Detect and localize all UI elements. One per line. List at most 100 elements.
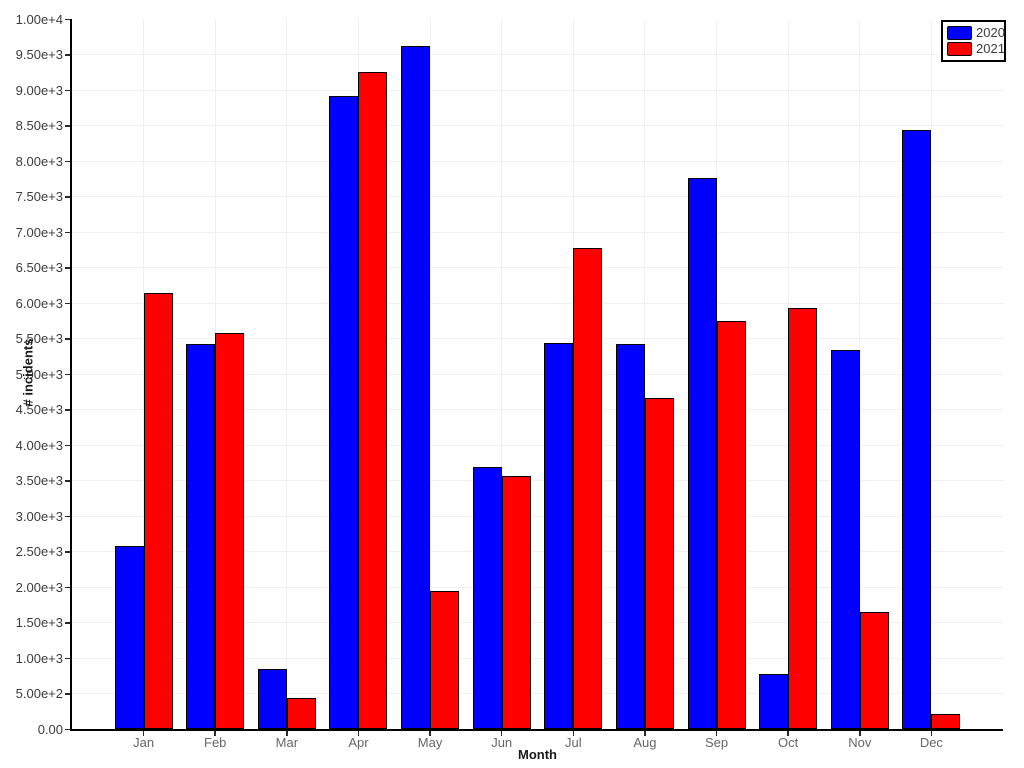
x-tick-label-jan: Jan (133, 735, 155, 750)
x-tick-mar (286, 731, 288, 736)
gridline-horizontal-2000 (72, 586, 1003, 588)
y-tick-label-500: 5.00e+2 (15, 686, 63, 701)
legend-swatch-2020 (947, 26, 972, 40)
y-tick-2500 (65, 551, 70, 553)
y-tick-10000 (65, 18, 70, 20)
bar-2021-may (430, 591, 460, 729)
y-tick-2000 (65, 586, 70, 588)
bar-2020-feb (186, 344, 216, 729)
gridline-horizontal-5000 (72, 373, 1003, 375)
x-tick-sep (715, 731, 718, 736)
x-tick-label-jul: Jul (564, 735, 582, 750)
x-tick-label-dec: Dec (919, 735, 943, 750)
bar-2020-oct (759, 674, 789, 729)
x-tick-may (429, 731, 431, 736)
bar-2020-jan (114, 545, 144, 729)
y-tick-label-4500: 4.50e+3 (15, 402, 63, 417)
x-tick-jan (142, 731, 145, 736)
x-tick-label-sep: Sep (704, 735, 729, 750)
y-tick-label-1500: 1.50e+3 (15, 615, 63, 630)
y-tick-label-9000: 9.00e+3 (15, 82, 63, 98)
x-tick-label-apr: Apr (348, 735, 369, 750)
y-tick-9000 (65, 89, 70, 91)
bar-2020-apr (329, 96, 359, 729)
y-tick-label-5000: 5.00e+3 (15, 366, 63, 382)
x-tick-oct (787, 731, 789, 736)
y-tick-9500 (65, 54, 70, 56)
y-tick-5500 (65, 338, 70, 340)
x-tick-jun (500, 731, 503, 736)
bar-2021-dec (931, 713, 961, 729)
y-tick-8000 (65, 160, 70, 162)
bar-2021-feb (215, 332, 245, 729)
gridline-horizontal-9500 (72, 54, 1003, 55)
bar-2021-mar (286, 698, 316, 729)
y-tick-label-7000: 7.00e+3 (15, 224, 63, 240)
y-tick-5000 (65, 373, 70, 375)
bar-2020-dec (902, 129, 932, 729)
gridline-horizontal-3500 (72, 480, 1003, 481)
bar-2020-jul (544, 342, 574, 729)
y-tick-4500 (65, 409, 70, 411)
x-tick-label-mar: Mar (275, 735, 299, 750)
y-tick-3500 (65, 480, 70, 482)
y-tick-label-8000: 8.00e+3 (15, 153, 63, 169)
x-tick-label-nov: Nov (848, 735, 872, 750)
gridline-horizontal-2500 (72, 551, 1003, 552)
gridline-horizontal-3000 (72, 515, 1003, 517)
bar-2020-may (401, 45, 431, 729)
y-tick-0 (65, 728, 70, 730)
x-axis-title: Month (518, 747, 557, 762)
y-tick-label-7500: 7.50e+3 (15, 189, 63, 204)
x-tick-nov (859, 731, 861, 736)
legend-item-2020: 2020 (947, 25, 1005, 41)
x-tick-apr (357, 731, 360, 736)
legend-swatch-2021 (947, 42, 972, 56)
gridline-horizontal-1000 (72, 657, 1003, 659)
bar-2021-sep (716, 320, 746, 729)
y-tick-label-6500: 6.50e+3 (15, 260, 63, 275)
y-tick-label-10000: 1.00e+4 (15, 11, 63, 27)
y-axis-title: # incidents (20, 338, 36, 407)
bar-2020-aug (615, 344, 645, 729)
gridline-horizontal-9000 (72, 89, 1003, 91)
x-tick-dec (930, 731, 933, 736)
bar-2021-aug (644, 398, 674, 729)
gridline-horizontal-7000 (72, 231, 1003, 233)
bar-2020-mar (257, 669, 287, 729)
x-tick-label-oct: Oct (778, 735, 799, 750)
bar-2021-jan (143, 293, 173, 729)
x-tick-jul (572, 731, 575, 736)
legend-label-2021: 2021 (976, 41, 1005, 56)
gridline-horizontal-4500 (72, 409, 1003, 410)
x-tick-feb (214, 731, 216, 736)
bar-2021-nov (859, 611, 889, 729)
gridline-horizontal-500 (72, 693, 1003, 694)
y-axis-line (70, 19, 72, 731)
y-tick-1500 (65, 622, 70, 624)
y-tick-label-3500: 3.50e+3 (15, 473, 63, 488)
y-tick-label-5500: 5.50e+3 (15, 331, 63, 346)
x-tick-label-aug: Aug (633, 735, 657, 750)
gridline-horizontal-1500 (72, 622, 1003, 623)
gridline-horizontal-8000 (72, 160, 1003, 162)
y-tick-1000 (65, 657, 70, 659)
y-tick-6000 (65, 302, 70, 304)
y-tick-500 (65, 693, 70, 695)
y-tick-7000 (65, 231, 70, 233)
legend-label-2020: 2020 (976, 25, 1005, 40)
y-tick-6500 (65, 267, 70, 269)
y-tick-4000 (65, 444, 70, 446)
x-tick-aug (644, 731, 646, 736)
y-tick-label-0: 0.00 (37, 721, 63, 737)
bar-2020-nov (830, 349, 860, 729)
bar-2020-sep (687, 178, 717, 729)
bar-2021-jul (573, 248, 603, 729)
y-tick-label-2500: 2.50e+3 (15, 544, 63, 559)
gridline-horizontal-5500 (72, 338, 1003, 339)
y-tick-label-9500: 9.50e+3 (15, 47, 63, 62)
y-tick-label-1000: 1.00e+3 (15, 650, 63, 666)
x-tick-label-feb: Feb (204, 735, 227, 750)
gridline-horizontal-6500 (72, 267, 1003, 268)
